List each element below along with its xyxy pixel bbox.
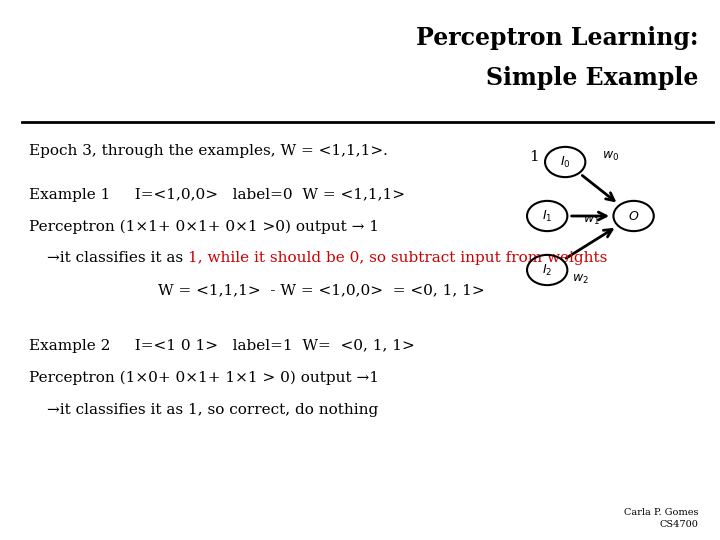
Text: $I_2$: $I_2$ bbox=[542, 262, 552, 278]
Text: →it classifies it as: →it classifies it as bbox=[47, 251, 188, 265]
Text: →it classifies it as 1, so correct, do nothing: →it classifies it as 1, so correct, do n… bbox=[47, 403, 378, 417]
Text: $I_1$: $I_1$ bbox=[542, 208, 552, 224]
Text: $O$: $O$ bbox=[628, 210, 639, 222]
Text: Simple Example: Simple Example bbox=[486, 66, 698, 90]
Text: $w_0$: $w_0$ bbox=[602, 150, 619, 163]
Text: 1: 1 bbox=[529, 150, 539, 164]
Text: $w_2$: $w_2$ bbox=[572, 273, 588, 286]
Text: Perceptron Learning:: Perceptron Learning: bbox=[416, 26, 698, 50]
Text: Example 1     I=<1,0,0>   label=0  W = <1,1,1>: Example 1 I=<1,0,0> label=0 W = <1,1,1> bbox=[29, 188, 405, 202]
Text: $I_0$: $I_0$ bbox=[560, 154, 570, 170]
Text: 1, while it should be 0, so subtract input from weights: 1, while it should be 0, so subtract inp… bbox=[188, 251, 607, 265]
Text: Perceptron (1×1+ 0×1+ 0×1 >0) output → 1: Perceptron (1×1+ 0×1+ 0×1 >0) output → 1 bbox=[29, 220, 379, 234]
Text: Example 2     I=<1 0 1>   label=1  W=  <0, 1, 1>: Example 2 I=<1 0 1> label=1 W= <0, 1, 1> bbox=[29, 339, 415, 353]
Text: $w_1$: $w_1$ bbox=[583, 214, 600, 227]
Text: Perceptron (1×0+ 0×1+ 1×1 > 0) output →1: Perceptron (1×0+ 0×1+ 1×1 > 0) output →1 bbox=[29, 371, 379, 385]
Text: Epoch 3, through the examples, W = <1,1,1>.: Epoch 3, through the examples, W = <1,1,… bbox=[29, 144, 387, 158]
Text: W = <1,1,1>  - W = <1,0,0>  = <0, 1, 1>: W = <1,1,1> - W = <1,0,0> = <0, 1, 1> bbox=[158, 284, 485, 298]
Text: Carla P. Gomes
CS4700: Carla P. Gomes CS4700 bbox=[624, 508, 698, 529]
